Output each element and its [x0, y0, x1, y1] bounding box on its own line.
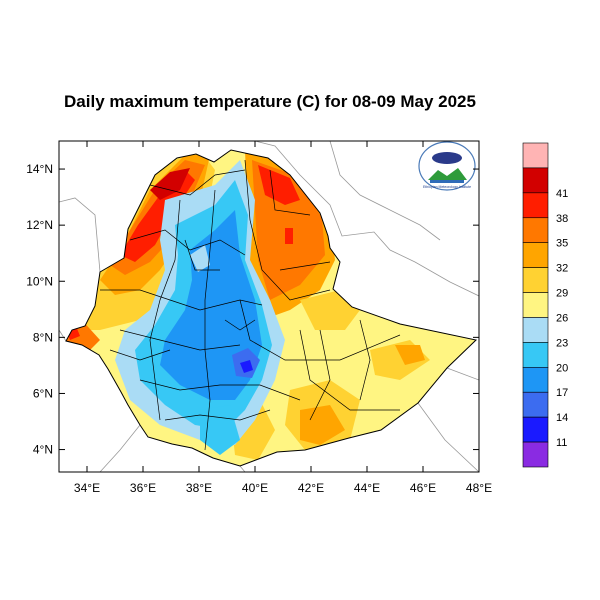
colorbar-box [522, 441, 549, 468]
colorbar-box [522, 217, 549, 243]
y-tick-label: 4°N [33, 443, 53, 457]
x-tick-label: 40°E [242, 481, 268, 495]
y-tick-label: 8°N [33, 330, 53, 344]
colorbar-label: 23 [556, 337, 568, 349]
colorbar-label: 38 [556, 213, 568, 225]
y-tick-label: 12°N [26, 218, 53, 232]
x-tick-label: 46°E [410, 481, 436, 495]
y-axis: 14°N 12°N 10°N 8°N 6°N 4°N [26, 162, 479, 457]
colorbar-box [522, 167, 549, 194]
x-tick-label: 38°E [186, 481, 212, 495]
y-tick-label: 6°N [33, 386, 53, 400]
colorbar-box [522, 342, 549, 368]
x-axis: 34°E 36°E 38°E 40°E 42°E 44°E 46°E 48°E [74, 141, 492, 495]
y-tick-label: 10°N [26, 274, 53, 288]
colorbar-box [522, 391, 549, 418]
colorbar-label: 17 [556, 387, 568, 399]
ethiopian-meteorology-logo: Ethiopian Meteorology Institute [418, 141, 476, 191]
colorbar-box [522, 292, 549, 318]
colorbar-box [522, 242, 549, 268]
region-boundaries [100, 159, 401, 451]
x-tick-label: 44°E [354, 481, 380, 495]
colorbar-label: 11 [556, 437, 567, 449]
country-borders [59, 141, 479, 472]
colorbar-label: 29 [556, 288, 568, 300]
x-tick-label: 42°E [298, 481, 324, 495]
x-tick-label: 36°E [130, 481, 156, 495]
x-tick-label: 34°E [74, 481, 100, 495]
colorbar-label: 26 [556, 312, 568, 324]
map-frame [58, 140, 480, 473]
colorbar-box [522, 267, 549, 293]
colorbar-box [522, 192, 549, 219]
logo-text: Ethiopian Meteorology Institute [423, 185, 471, 189]
colorbar-box [522, 142, 549, 169]
x-tick-label: 48°E [466, 481, 492, 495]
colorbar-label: 35 [556, 238, 568, 250]
colorbar-box [522, 317, 549, 343]
colorbar-label: 20 [556, 362, 568, 374]
ethiopia-outline [65, 149, 478, 467]
page-title: Daily maximum temperature (C) for 08-09 … [64, 92, 476, 111]
colorbar-label: 14 [556, 412, 568, 424]
y-tick-label: 14°N [26, 162, 53, 176]
mountain-icon [428, 168, 467, 180]
cloud-icon [432, 152, 462, 164]
colorbar-box [522, 416, 549, 443]
colorbar-label: 41 [556, 188, 568, 200]
colorbar-label: 32 [556, 263, 568, 275]
colorbar-box [522, 367, 549, 393]
colorbar: 11 14 17 20 23 26 29 32 35 38 41 [522, 142, 568, 468]
